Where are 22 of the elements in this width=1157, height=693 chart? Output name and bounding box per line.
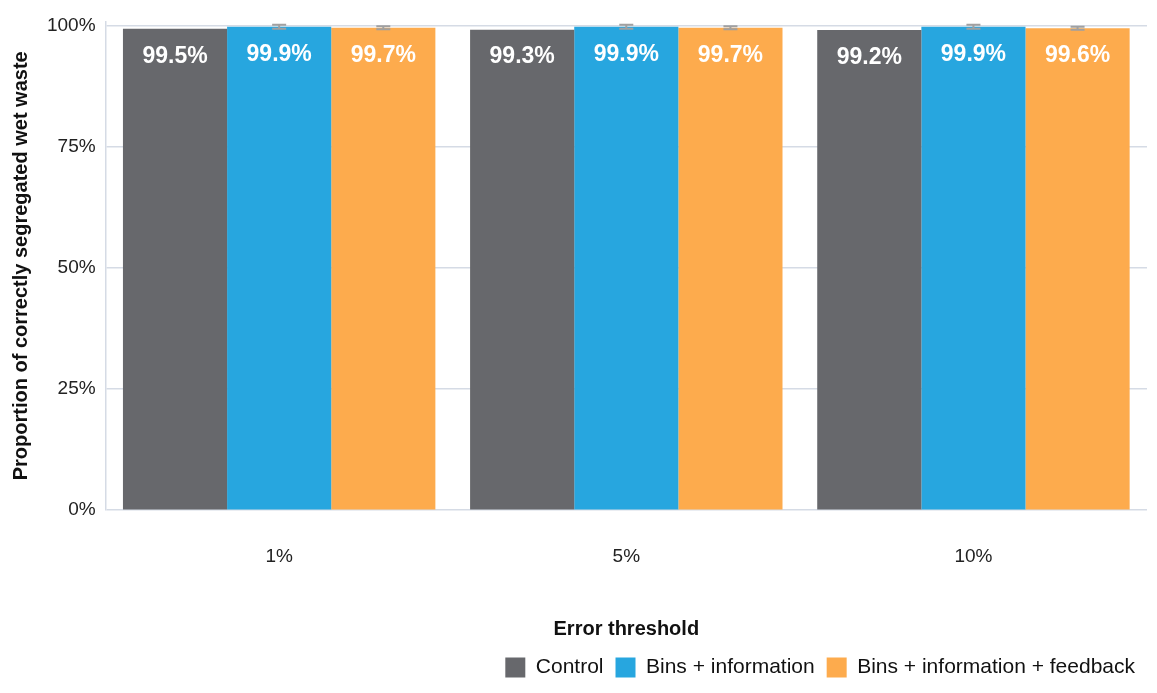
data-label: 99.6% (1044, 41, 1111, 68)
y-tick-label: 50% (57, 256, 96, 278)
y-axis-title: Proportion of correctly segregated wet waste (8, 51, 31, 481)
legend-label: Control (535, 654, 604, 678)
y-tick-label: 75% (57, 135, 96, 157)
x-axis-title: Error threshold (553, 616, 700, 639)
data-label: 99.5% (142, 41, 208, 68)
y-tick-label: 25% (57, 377, 96, 399)
data-label: 99.2% (836, 42, 902, 69)
x-tick-label: 1% (265, 544, 293, 566)
y-tick-label: 0% (68, 498, 96, 520)
data-label: 99.7% (697, 40, 764, 67)
x-tick-label: 10% (954, 544, 993, 566)
data-label: 99.7% (350, 40, 416, 67)
data-label: 99.9% (940, 39, 1007, 66)
x-tick-label: 5% (612, 544, 641, 566)
y-tick-label: 100% (46, 14, 96, 36)
data-label: 99.9% (246, 39, 312, 66)
data-label: 99.3% (489, 42, 555, 69)
data-label: 99.9% (593, 39, 659, 66)
legend-label: Bins + information + feedback (857, 654, 1136, 678)
legend-label: Bins + information (646, 654, 815, 678)
